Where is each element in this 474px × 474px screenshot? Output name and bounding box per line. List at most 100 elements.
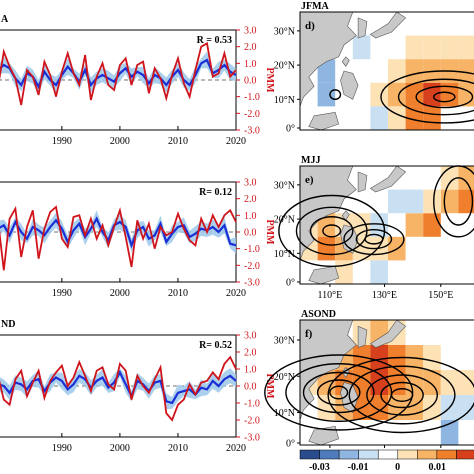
grid-cell: [317, 395, 336, 420]
grid-cell: [370, 345, 388, 370]
right-tick-label: -1.0: [244, 244, 260, 255]
contour-line: [380, 70, 474, 124]
contour-line: [329, 89, 342, 101]
time-series-panel-c: 1990 2000 2010 2020 3.0 2.0 1.0 0.0 -1.0 -2.0 -3.0…: [0, 319, 275, 454]
grid-cell: [388, 106, 406, 130]
lat-tick-label: 30°N: [274, 336, 295, 347]
correlation-label: R= 0.52: [199, 340, 232, 351]
grid-cell: [352, 345, 371, 370]
map-frame: [299, 11, 474, 131]
right-tick-label: -1.0: [244, 92, 260, 103]
grid-cell: [458, 59, 474, 83]
x-tick-label: 1990: [52, 288, 72, 299]
grid-cell: [405, 82, 424, 107]
colorbar-tick-label: 0: [395, 462, 400, 473]
x-tick-label: 2010: [168, 443, 188, 454]
contour-line: [309, 216, 354, 246]
contour-line: [302, 371, 375, 414]
grid-cell: [317, 82, 336, 107]
colorbar-swatch: [377, 449, 399, 460]
colorbar-tick-label: -0.03: [309, 462, 330, 473]
land-japan: [369, 11, 407, 39]
grid-cell: [423, 106, 441, 130]
colorbar-tick-label: 0.01: [429, 462, 447, 473]
season-label: MJJ: [301, 155, 320, 166]
season-label: ASOND: [301, 309, 336, 320]
contour-line: [355, 229, 393, 250]
grid-cell: [352, 35, 371, 60]
map-frame: [299, 165, 474, 285]
land-japan: [369, 165, 407, 193]
right-tick-label: 2.0: [244, 194, 257, 205]
x-tick-label: 2000: [110, 443, 130, 454]
colorbar-swatch: [358, 449, 379, 460]
x-tick-label: 1990: [52, 443, 72, 454]
contour-line: [380, 381, 424, 409]
lon-tick-label: 130°E: [372, 290, 397, 301]
series-line-red: [0, 41, 237, 106]
right-tick-label: 3.0: [244, 178, 257, 189]
x-tick-label: 2020: [226, 288, 246, 299]
lat-tick-label: 20°N: [274, 61, 295, 72]
panel-letter: e): [305, 174, 314, 186]
grid-cell: [317, 213, 336, 237]
colorbar-swatch: [417, 449, 438, 460]
correlation-label: R = 0.53: [197, 35, 232, 46]
contour-line: [390, 388, 414, 402]
grid-cell: [405, 189, 424, 214]
right-tick-label: 1.0: [244, 59, 257, 70]
x-tick-label: 2020: [226, 443, 246, 454]
land-korea: [357, 17, 368, 39]
panel-label: A: [1, 14, 9, 25]
x-tick-label: 1990: [52, 136, 72, 147]
land-mainland: [299, 319, 357, 421]
contour-line: [364, 233, 384, 245]
right-tick-label: -3.0: [244, 278, 260, 289]
lat-tick-label: 20°N: [274, 215, 295, 226]
series-line-red: [0, 355, 237, 422]
grid-cell: [388, 189, 406, 214]
x-tick-label: 2000: [110, 288, 130, 299]
lon-tick-label: 150°E: [428, 290, 453, 301]
contour-line: [443, 177, 474, 226]
lat-tick-label: 30°N: [274, 180, 295, 191]
land-korea: [357, 171, 368, 193]
grid-cell: [440, 189, 459, 214]
right-tick-label: -3.0: [244, 433, 260, 444]
right-tick-label: -2.0: [244, 261, 260, 272]
grid-cell: [352, 370, 371, 395]
right-tick-label: -2.0: [244, 416, 260, 427]
grid-cell: [458, 35, 474, 60]
land-mainland: [299, 165, 357, 261]
time-series-panel-a: 1990 2000 2010 2020 3.0 2.0 1.0 0.0 -1.0 -2.0 -3.0…: [0, 14, 275, 147]
contour-line: [329, 385, 349, 400]
grid-cell: [370, 260, 388, 284]
colorbar-swatch: [299, 449, 320, 460]
grid-cell: [317, 59, 336, 83]
right-tick-label: 0.0: [244, 76, 257, 87]
right-tick-label: 1.0: [244, 365, 257, 376]
contour-line: [433, 91, 456, 103]
colorbar-tick-label: -0.01: [348, 462, 369, 473]
land-taiwan: [341, 56, 350, 67]
grid-cell: [458, 189, 474, 214]
grid-cell: [458, 370, 474, 395]
grid-cell: [440, 35, 459, 60]
grid-cell: [423, 213, 441, 237]
panel-letter: d): [305, 20, 315, 32]
lat-tick-label: 0°: [286, 124, 295, 135]
colorbar-swatch: [436, 449, 457, 460]
x-tick-label: 2010: [168, 136, 188, 147]
contour-line: [316, 379, 361, 406]
land-mainland: [299, 11, 357, 107]
land-japan: [369, 319, 407, 348]
colorbar-swatch: [397, 449, 418, 460]
grid-cell: [317, 236, 336, 261]
contour-line: [343, 223, 405, 256]
right-tick-label: -3.0: [244, 126, 260, 137]
time-series-panels: 1990 2000 2010 2020 3.0 2.0 1.0 0.0 -1.0 -2.0 -3.0…: [0, 14, 275, 454]
x-tick-label: 2020: [226, 136, 246, 147]
lon-tick-label: 110°E: [318, 290, 343, 301]
contour-line: [397, 78, 474, 116]
